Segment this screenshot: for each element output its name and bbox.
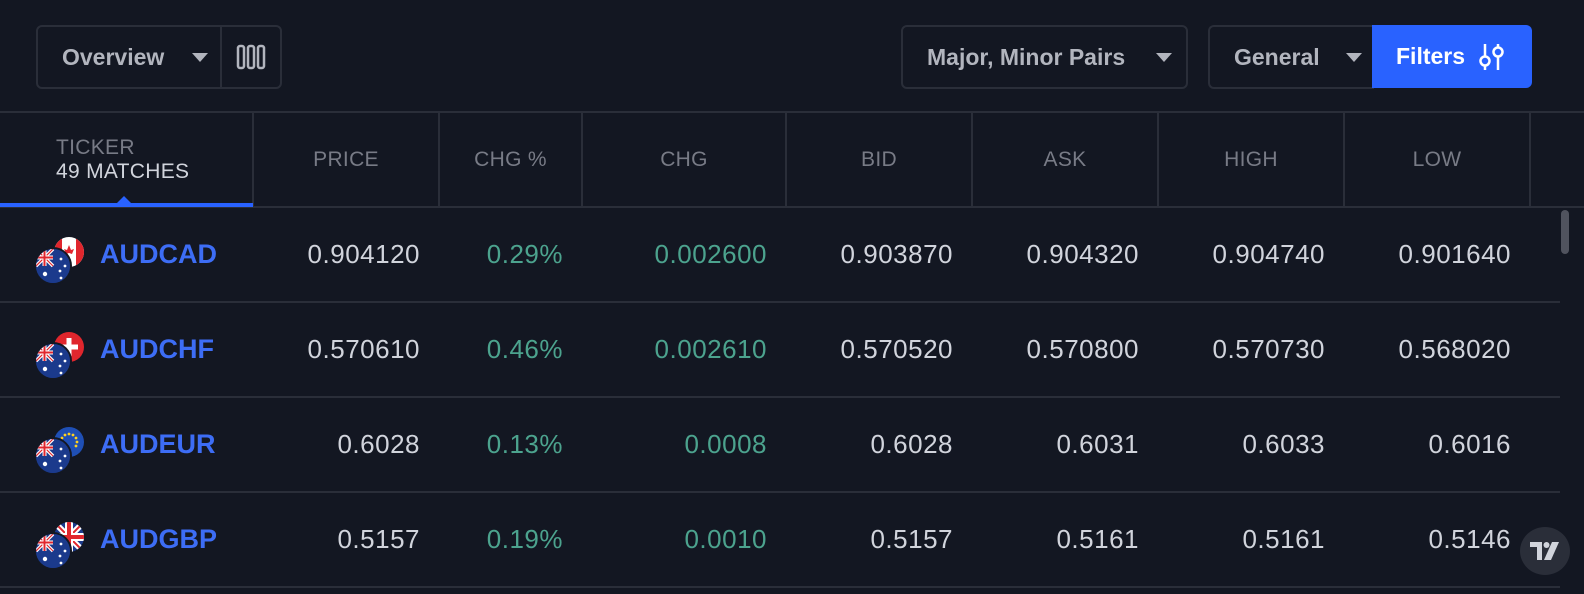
scrollbar-thumb[interactable] [1561,210,1569,254]
tradingview-logo-icon [1530,542,1559,560]
header-low[interactable]: LOW [1345,113,1531,206]
cell-chg-pct: 0.29% [486,239,563,269]
header-ask[interactable]: ASK [973,113,1159,206]
header-low-label: LOW [1412,147,1462,171]
tradingview-logo-icon[interactable] [1520,527,1570,575]
cell-bid: 0.903870 [840,239,953,269]
filters-button[interactable]: Filters [1372,25,1532,88]
cell-ask: 0.6031 [1056,429,1139,459]
header-chg-label: CHG [660,147,708,171]
cell-chg: 0.0010 [684,524,767,554]
general-label: General [1234,43,1320,70]
pairs-dropdown[interactable]: Major, Minor Pairs [901,25,1188,89]
cell-high: 0.570730 [1212,334,1325,364]
caret-up-icon [116,196,132,204]
cell-low: 0.568020 [1398,334,1511,364]
currency-pair-flags [34,520,86,570]
header-price[interactable]: PRICE [254,113,440,206]
currency-pair-flags [34,235,86,285]
cell-high: 0.904740 [1212,239,1325,269]
filters-label: Filters [1396,43,1466,69]
cell-low: 0.6016 [1428,429,1511,459]
overview-group: Overview [36,25,282,89]
australia-flag-icon [34,247,72,285]
ticker-symbol-link[interactable]: AUDCHF [100,334,214,364]
pairs-label: Major, Minor Pairs [927,43,1126,70]
table-row[interactable]: AUDCHF 0.570610 0.46% 0.002610 0.570520 0.570… [0,303,1560,398]
sliders-icon [1479,43,1504,70]
header-ticker-label: TICKER [56,136,135,159]
cell-high: 0.5161 [1242,524,1325,554]
cell-ask: 0.904320 [1026,239,1139,269]
ticker-symbol-link[interactable]: AUDGBP [100,524,218,554]
header-price-label: PRICE [313,147,379,171]
cell-chg-pct: 0.13% [486,429,563,459]
cell-chg-pct: 0.46% [486,334,563,364]
header-chg-pct-label: CHG % [474,147,547,171]
cell-chg-pct: 0.19% [486,524,563,554]
columns-icon [236,44,266,70]
cell-ask: 0.5161 [1056,524,1139,554]
cell-bid: 0.570520 [840,334,953,364]
ticker-symbol-link[interactable]: AUDCAD [100,239,217,269]
overview-label: Overview [62,43,165,70]
header-chg[interactable]: CHG [583,113,787,206]
overview-dropdown[interactable]: Overview [38,27,222,87]
cell-high: 0.6033 [1242,429,1325,459]
cell-price: 0.904120 [307,239,420,269]
cell-bid: 0.5157 [870,524,953,554]
table-header: TICKER 49 MATCHES PRICE CHG % CHG BID AS… [0,113,1584,208]
australia-flag-icon [34,342,72,380]
cell-low: 0.901640 [1398,239,1511,269]
chevron-down-icon [1156,52,1172,62]
columns-button[interactable] [222,27,280,87]
active-sort-underline [0,203,253,207]
cell-ask: 0.570800 [1026,334,1139,364]
header-ask-label: ASK [1043,147,1087,171]
header-high-label: HIGH [1224,147,1278,171]
header-chg-pct[interactable]: CHG % [440,113,583,206]
chevron-down-icon [192,52,208,62]
general-dropdown[interactable]: General [1208,25,1374,89]
header-bid[interactable]: BID [787,113,973,206]
cell-chg: 0.0008 [684,429,767,459]
vertical-scrollbar[interactable] [1559,208,1584,594]
cell-price: 0.570610 [307,334,420,364]
ticker-symbol-link[interactable]: AUDEUR [100,429,216,459]
cell-chg: 0.002600 [654,239,767,269]
currency-pair-flags [34,425,86,475]
header-high[interactable]: HIGH [1159,113,1345,206]
australia-flag-icon [34,532,72,570]
cell-price: 0.5157 [337,524,420,554]
header-next-column[interactable] [1531,113,1584,206]
table-row[interactable]: AUDCAD 0.904120 0.29% 0.002600 0.903870 0.904… [0,208,1560,303]
header-bid-label: BID [861,147,897,171]
header-matches-count: 49 MATCHES [56,160,190,183]
cell-low: 0.5146 [1428,524,1511,554]
currency-pair-flags [34,330,86,380]
cell-price: 0.6028 [337,429,420,459]
header-ticker[interactable]: TICKER 49 MATCHES [0,113,254,207]
cell-chg: 0.002610 [654,334,767,364]
australia-flag-icon [34,437,72,475]
toolbar: Overview Major, Minor Pairs General Filt… [0,0,1584,113]
cell-bid: 0.6028 [870,429,953,459]
chevron-down-icon [1346,52,1362,62]
table-row[interactable]: AUDEUR 0.6028 0.13% 0.0008 0.6028 0.6031 0.603… [0,398,1560,493]
table-row[interactable]: AUDGBP 0.5157 0.19% 0.0010 0.5157 0.5161 0.516… [0,493,1560,588]
